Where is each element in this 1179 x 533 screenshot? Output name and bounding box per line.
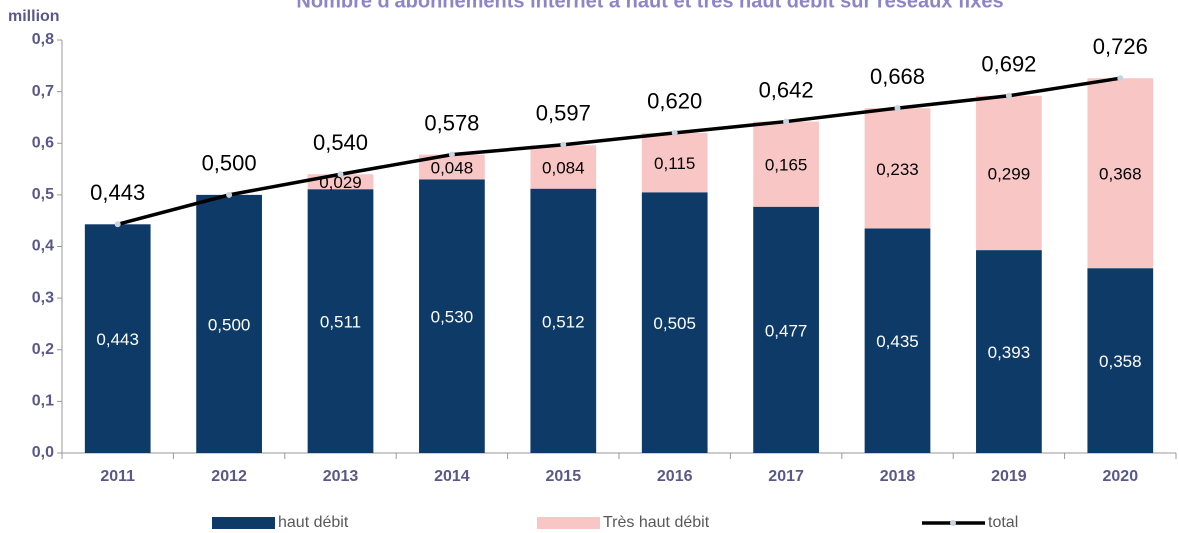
chart-title: Nombre d'abonnements internet à haut et … [296, 0, 1003, 12]
total-label: 0,668 [870, 64, 925, 89]
bar [530, 145, 597, 189]
data-label: 0,435 [876, 332, 919, 351]
x-tick-label: 2019 [991, 468, 1027, 485]
data-label: 0,505 [653, 314, 696, 333]
data-label: 0,233 [876, 160, 919, 179]
legend-label: total [988, 514, 1018, 531]
bar [864, 228, 931, 453]
bar [976, 95, 1042, 251]
legend-swatch [537, 517, 600, 529]
x-tick-label: 2016 [657, 468, 693, 485]
x-tick-label: 2013 [323, 468, 359, 485]
data-label: 0,358 [1099, 352, 1142, 371]
line-marker [1005, 92, 1012, 99]
data-label: 0,299 [988, 164, 1031, 183]
line-marker [114, 221, 121, 228]
data-label: 0,530 [431, 308, 474, 327]
line-marker [226, 191, 233, 198]
line-marker [1117, 75, 1124, 82]
line-marker [671, 129, 678, 136]
x-tick-label: 2020 [1103, 468, 1139, 485]
total-label: 0,500 [202, 151, 257, 176]
x-tick-label: 2015 [546, 468, 582, 485]
total-label: 0,692 [981, 52, 1036, 77]
total-label: 0,443 [90, 180, 145, 205]
bar [196, 194, 262, 453]
x-tick-label: 2018 [880, 468, 916, 485]
bar [307, 189, 374, 454]
line-marker [337, 171, 344, 178]
data-label: 0,500 [208, 315, 251, 334]
line-marker [894, 105, 901, 112]
data-label: 0,115 [654, 154, 695, 173]
total-line [117, 76, 1121, 226]
y-axis-label: million [8, 8, 60, 25]
bar [976, 250, 1042, 453]
data-label: 0,477 [765, 321, 808, 340]
y-tick-label: 0,4 [32, 238, 54, 255]
bar [84, 224, 151, 453]
legend-label: haut débit [278, 514, 349, 531]
data-label: 0,084 [542, 158, 585, 177]
total-label: 0,642 [759, 77, 814, 102]
bar [530, 188, 597, 453]
y-tick-label: 0,8 [32, 31, 54, 48]
data-label: 0,443 [96, 330, 139, 349]
bar [753, 121, 819, 207]
data-label: 0,048 [431, 158, 474, 177]
line-marker [560, 141, 567, 148]
bar [641, 192, 708, 453]
total-label: 0,726 [1093, 34, 1148, 59]
data-label: 0,512 [542, 312, 585, 331]
line-marker [448, 151, 455, 158]
bar [1087, 268, 1154, 453]
bar [1087, 78, 1154, 269]
y-tick-label: 0,5 [32, 186, 54, 203]
bar [753, 206, 819, 453]
total-label: 0,540 [313, 130, 368, 155]
legend-marker [950, 520, 956, 526]
line-marker [783, 118, 790, 125]
bar [864, 108, 931, 229]
y-tick-label: 0,3 [32, 289, 54, 306]
x-tick-label: 2017 [768, 468, 804, 485]
data-label: 0,511 [320, 313, 361, 332]
data-label: 0,368 [1099, 165, 1142, 184]
bar [641, 132, 708, 193]
total-label: 0,597 [536, 101, 591, 126]
y-tick-label: 0,6 [32, 134, 54, 151]
data-label: 0,165 [765, 156, 808, 175]
y-tick-label: 0,0 [32, 444, 54, 461]
x-tick-label: 2014 [434, 468, 470, 485]
bar [419, 179, 485, 453]
legend-label: Très haut débit [603, 514, 710, 531]
y-tick-label: 0,1 [32, 393, 54, 410]
x-tick-label: 2011 [100, 468, 135, 485]
total-label: 0,620 [647, 89, 702, 114]
data-label: 0,393 [988, 343, 1031, 362]
x-tick-label: 2012 [211, 468, 247, 485]
y-tick-label: 0,7 [32, 83, 54, 100]
y-tick-label: 0,2 [32, 341, 54, 358]
legend-swatch [212, 517, 275, 529]
total-label: 0,578 [424, 110, 479, 135]
